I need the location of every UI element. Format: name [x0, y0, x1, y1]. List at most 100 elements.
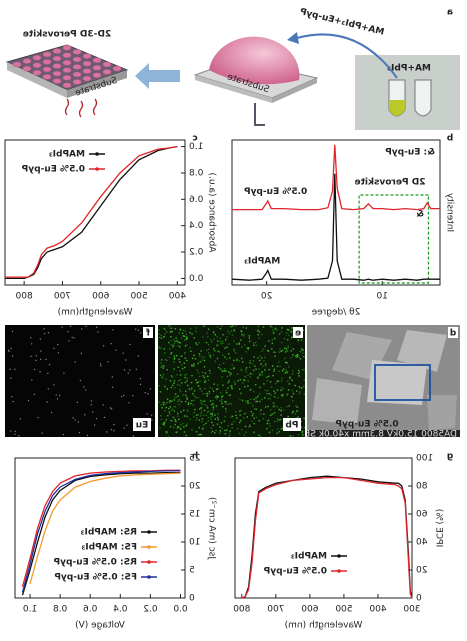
speckle: [230, 387, 233, 389]
speckle: [18, 435, 20, 437]
speckle: [268, 368, 270, 371]
speckle: [191, 387, 193, 389]
speckle: [240, 409, 242, 412]
speckle: [40, 358, 42, 360]
speckle: [292, 392, 295, 395]
speckle: [295, 356, 298, 359]
speckle: [261, 350, 263, 352]
speckle: [192, 392, 194, 395]
speckle: [146, 413, 148, 415]
speckle: [224, 367, 226, 370]
speckle: [176, 431, 179, 433]
speckle: [290, 336, 293, 339]
speckle: [235, 414, 237, 417]
speckle: [200, 350, 202, 352]
speckle: [196, 369, 199, 371]
speckle: [281, 369, 284, 372]
label-box: [293, 327, 303, 338]
series-line: [232, 144, 440, 211]
speckle: [193, 337, 195, 339]
speckle: [193, 354, 195, 357]
speckle: [158, 336, 160, 339]
speckle: [166, 388, 169, 390]
speckle: [178, 332, 180, 334]
speckle: [297, 355, 299, 358]
speckle: [287, 334, 290, 336]
speckle: [274, 355, 276, 357]
speckle: [248, 426, 250, 428]
y-tick-label: 20: [416, 566, 428, 576]
speckle: [169, 348, 171, 350]
speckle: [259, 386, 261, 389]
speckle: [201, 390, 203, 392]
speckle: [269, 425, 271, 428]
speckle: [195, 330, 197, 333]
speckle: [191, 333, 194, 335]
speckle: [35, 355, 37, 357]
speckle: [97, 331, 99, 333]
speckle: [160, 403, 163, 406]
y-tick-label: 25: [189, 454, 200, 464]
speckle: [253, 431, 255, 433]
speckle: [201, 407, 203, 409]
speckle: [296, 354, 298, 357]
speckle: [299, 350, 302, 353]
legend-swatch-marker: [95, 152, 99, 156]
speckle: [33, 368, 36, 371]
element-label: Eu: [136, 421, 149, 431]
speckle: [166, 331, 168, 333]
speckle: [286, 362, 288, 364]
speckle: [215, 429, 217, 432]
speckle: [182, 335, 185, 337]
speckle: [297, 372, 300, 375]
speckle: [289, 377, 291, 380]
grain: [82, 75, 92, 82]
speckle: [231, 387, 233, 390]
annotation: &: [416, 210, 424, 220]
speckle: [197, 413, 199, 416]
vial: [414, 79, 432, 117]
speckle: [281, 395, 284, 398]
speckle: [206, 395, 208, 397]
speckle: [232, 325, 234, 327]
speckle: [251, 420, 253, 423]
speckle: [223, 369, 226, 372]
y-tick-label: 20: [189, 482, 201, 492]
speckle: [127, 372, 129, 374]
speckle: [186, 337, 188, 340]
speckle: [189, 418, 191, 420]
speckle: [225, 403, 227, 405]
speckle: [185, 434, 188, 437]
speckle: [221, 402, 224, 405]
speckle: [295, 355, 297, 357]
info-bar: [307, 430, 460, 437]
speckle: [303, 427, 305, 429]
speckle: [231, 427, 233, 429]
speckle: [208, 369, 211, 372]
speckle: [273, 331, 275, 333]
speckle: [260, 413, 262, 415]
speckle: [280, 389, 282, 392]
speckle: [173, 345, 175, 347]
speckle: [281, 377, 283, 380]
speckle: [264, 369, 266, 371]
speckle: [174, 393, 177, 395]
speckle: [221, 369, 223, 371]
speckle: [253, 369, 255, 372]
y-tick-label: 1.0: [189, 142, 204, 152]
eu-signal: [7, 325, 153, 437]
speckle: [266, 390, 269, 392]
speckle: [287, 415, 289, 418]
speckle: [183, 431, 186, 433]
speckle: [86, 434, 89, 437]
speckle: [244, 379, 247, 382]
speckle: [197, 381, 199, 383]
speckle: [268, 431, 271, 434]
speckle: [103, 416, 106, 419]
speckle: [186, 409, 189, 411]
process-arrow: [135, 63, 180, 89]
speckle: [240, 391, 242, 394]
speckle: [164, 409, 166, 412]
photo: [355, 55, 460, 130]
speckle: [206, 392, 209, 395]
